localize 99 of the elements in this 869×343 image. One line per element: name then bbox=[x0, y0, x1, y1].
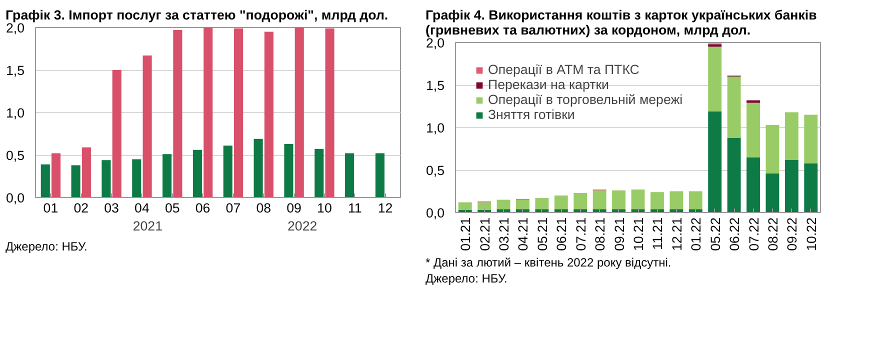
bar bbox=[592, 190, 606, 210]
bar bbox=[766, 124, 780, 174]
bar bbox=[345, 153, 354, 198]
x-tick-label: 08 bbox=[256, 200, 272, 216]
bar bbox=[234, 28, 244, 198]
x-tick-label: 10.22 bbox=[804, 217, 819, 251]
x-tick-label: 02 bbox=[74, 200, 89, 216]
bar bbox=[254, 138, 263, 198]
bar bbox=[670, 191, 684, 210]
x-tick-label: 10 bbox=[317, 200, 332, 216]
x-tick-label: 12 bbox=[378, 200, 393, 216]
bar bbox=[284, 144, 294, 198]
bar bbox=[784, 160, 798, 212]
x-tick-label: 07 bbox=[226, 200, 241, 216]
bar bbox=[804, 114, 818, 164]
bar bbox=[325, 28, 334, 198]
bar bbox=[375, 153, 384, 198]
bar bbox=[52, 153, 61, 198]
legend-label: Зняття готівки bbox=[488, 107, 575, 122]
bar bbox=[708, 46, 722, 112]
legend-label: Перекази на картки bbox=[488, 77, 609, 92]
series-label: 2022 bbox=[288, 218, 318, 234]
x-tick-label: 11 bbox=[348, 200, 362, 216]
text: Джерело: НБУ. bbox=[426, 272, 508, 286]
legend-label: Операції в торговельній мережі bbox=[488, 92, 683, 107]
bar bbox=[40, 164, 50, 198]
text: Джерело: НБУ. bbox=[6, 240, 88, 254]
bar bbox=[294, 28, 304, 198]
series-label: 2021 bbox=[132, 218, 162, 234]
bar bbox=[264, 32, 274, 198]
x-tick-label: 11.21 bbox=[650, 217, 666, 250]
x-tick-label: 07.21 bbox=[573, 217, 588, 251]
y-tick-label: 0,5 bbox=[6, 148, 25, 163]
bar bbox=[314, 149, 324, 198]
x-tick-label: 09.22 bbox=[784, 217, 800, 251]
bar bbox=[766, 173, 780, 212]
bar bbox=[458, 202, 472, 210]
x-tick-label: 03.21 bbox=[496, 217, 512, 251]
bar bbox=[688, 191, 702, 210]
bar bbox=[102, 160, 111, 198]
chart-title: Графік 3. Імпорт послуг за статтею "подорожі", млрд дол. bbox=[6, 8, 388, 22]
bar bbox=[82, 147, 91, 198]
bar bbox=[727, 76, 741, 138]
bar bbox=[71, 165, 80, 198]
x-tick-label: 01 bbox=[43, 200, 58, 216]
bar bbox=[478, 202, 492, 210]
bar bbox=[708, 111, 722, 212]
bar bbox=[162, 154, 172, 198]
y-tick-label: 1,5 bbox=[6, 63, 25, 78]
bar bbox=[784, 112, 798, 160]
bar bbox=[516, 200, 530, 210]
y-tick-label: 0,0 bbox=[6, 190, 25, 206]
bar bbox=[554, 196, 568, 210]
y-tick-label: 1,0 bbox=[6, 106, 25, 120]
bar bbox=[708, 44, 722, 47]
bar bbox=[804, 163, 818, 212]
bar bbox=[204, 28, 213, 198]
bar bbox=[132, 159, 142, 198]
x-tick-label: 04 bbox=[134, 200, 150, 216]
bar bbox=[631, 190, 645, 210]
bar bbox=[142, 56, 152, 198]
chart-title: Графік 4. Використання коштів з карток українських банків (гривневих та валютних) за кордоном, млрд дол. bbox=[426, 8, 817, 38]
x-tick-label: 05 bbox=[164, 200, 180, 216]
y-tick-label: 0,5 bbox=[426, 163, 445, 178]
x-tick-label: 10.21 bbox=[631, 217, 646, 251]
bar bbox=[496, 200, 510, 210]
bar bbox=[612, 190, 626, 210]
y-tick-label: 1,0 bbox=[426, 120, 445, 136]
x-tick-label: 05.21 bbox=[534, 217, 550, 251]
bar bbox=[535, 198, 549, 210]
x-tick-label: 08.21 bbox=[592, 217, 608, 251]
bar bbox=[746, 157, 760, 212]
x-tick-label: 03 bbox=[104, 200, 119, 216]
text: * Дані за лютий – квітень 2022 року відсутні. bbox=[426, 256, 672, 270]
x-tick-label: 09.21 bbox=[612, 217, 627, 251]
bar bbox=[112, 70, 122, 198]
x-tick-label: 06.22 bbox=[727, 217, 742, 251]
x-tick-label: 08.22 bbox=[765, 217, 780, 251]
x-tick-label: 09 bbox=[286, 200, 302, 216]
x-tick-label: 07.22 bbox=[746, 217, 762, 251]
bar bbox=[727, 138, 741, 212]
bar bbox=[192, 150, 202, 198]
bar bbox=[650, 192, 664, 210]
x-tick-label: 12.21 bbox=[669, 217, 684, 251]
x-tick-label: 01.21 bbox=[458, 217, 474, 251]
bar bbox=[173, 30, 182, 198]
bar bbox=[746, 102, 760, 158]
x-tick-label: 06.21 bbox=[554, 217, 570, 251]
y-tick-label: 1,5 bbox=[426, 78, 445, 93]
legend-label: Операції в АТМ та ПТКС bbox=[488, 62, 640, 77]
bar bbox=[746, 100, 760, 103]
x-tick-label: 01.22 bbox=[688, 217, 704, 251]
x-tick-label: 04.21 bbox=[516, 217, 531, 251]
y-tick-label: 0,0 bbox=[426, 206, 445, 220]
bar bbox=[223, 146, 232, 198]
x-tick-label: 02.21 bbox=[477, 217, 492, 251]
x-tick-label: 05.22 bbox=[708, 217, 723, 251]
bar bbox=[574, 192, 588, 210]
x-tick-label: 06 bbox=[195, 200, 210, 216]
